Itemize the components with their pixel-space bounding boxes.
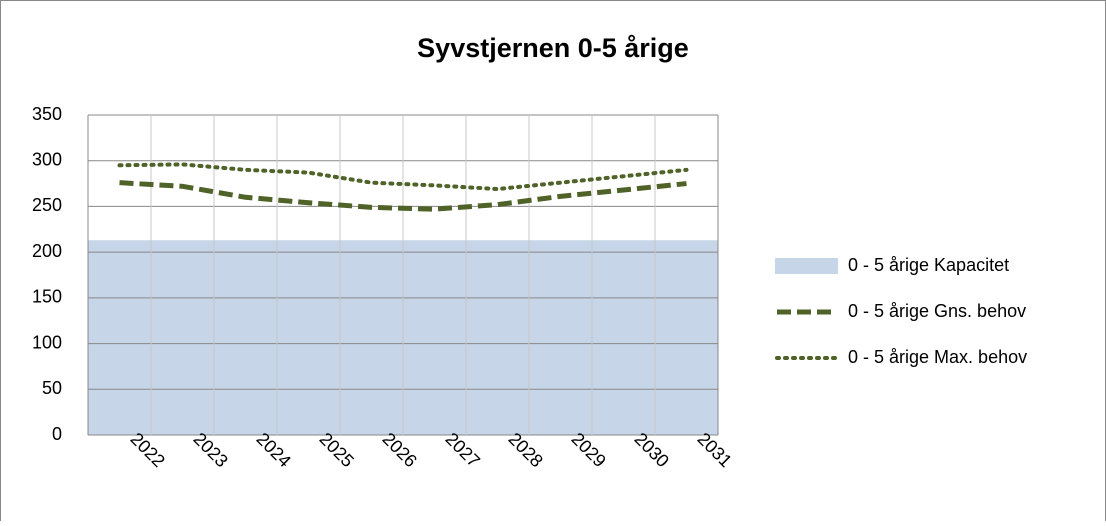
y-tick-label: 50 bbox=[42, 378, 62, 398]
chart-title: Syvstjernen 0-5 årige bbox=[417, 33, 689, 63]
y-tick-label: 300 bbox=[32, 149, 62, 169]
y-tick-label: 200 bbox=[32, 241, 62, 261]
y-tick-label: 250 bbox=[32, 195, 62, 215]
line bbox=[117, 162, 689, 192]
y-tick-label: 350 bbox=[32, 104, 62, 124]
legend-swatch bbox=[775, 258, 838, 274]
y-tick-label: 100 bbox=[32, 332, 62, 352]
legend-label: 0 - 5 årige Kapacitet bbox=[848, 255, 1009, 275]
y-tick-label: 0 bbox=[52, 424, 62, 444]
legend-label: 0 - 5 årige Max. behov bbox=[848, 347, 1027, 367]
y-tick-label: 150 bbox=[32, 287, 62, 307]
line bbox=[119, 180, 687, 212]
legend-label: 0 - 5 årige Gns. behov bbox=[848, 301, 1026, 321]
